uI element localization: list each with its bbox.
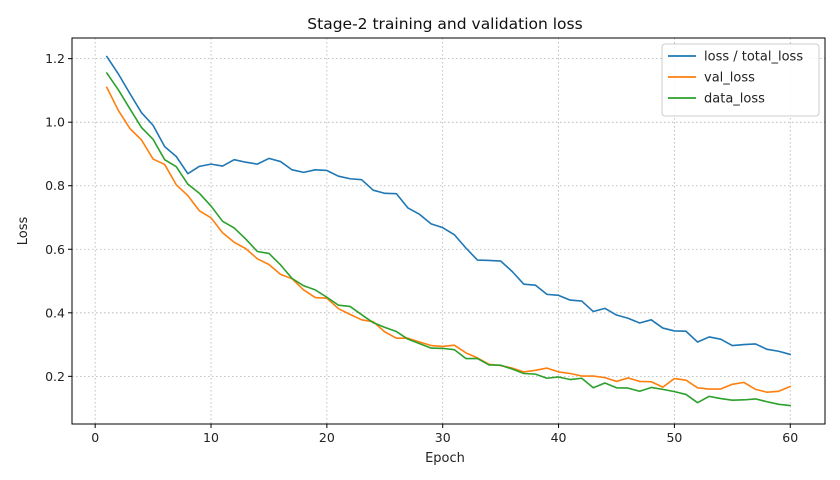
- series-layer: [105, 55, 792, 407]
- y-axis: 0.2 0.4 0.6 0.8 1.0 1.2: [45, 51, 72, 384]
- legend-label: data_loss: [704, 92, 765, 107]
- y-tick-label: 1.2: [45, 51, 65, 66]
- chart-title: Stage-2 training and validation loss: [307, 15, 582, 33]
- grid: [72, 38, 825, 424]
- y-tick-label: 0.8: [45, 178, 65, 193]
- series-line-3: [105, 72, 792, 407]
- axes-frame: [71, 37, 826, 425]
- y-tick-label: 0.4: [45, 305, 65, 320]
- x-tick-label: 30: [435, 430, 451, 445]
- legend-label: val_loss: [704, 71, 755, 86]
- series-line-1: [105, 55, 792, 356]
- y-tick-label: 1.0: [45, 115, 65, 130]
- x-tick-label: 20: [319, 430, 335, 445]
- legend-label: loss / total_loss: [704, 50, 803, 65]
- x-tick-label: 0: [91, 430, 99, 445]
- series-line-2: [105, 86, 792, 394]
- legend: loss / total_loss val_loss data_loss: [661, 43, 820, 117]
- legend-box: [661, 43, 820, 117]
- legend-items: loss / total_loss val_loss data_loss: [668, 50, 803, 107]
- y-tick-label: 0.2: [45, 369, 65, 384]
- x-tick-label: 10: [203, 430, 219, 445]
- x-tick-label: 50: [666, 430, 682, 445]
- x-axis: 0 10 20 30 40 50 60: [91, 424, 798, 445]
- x-tick-label: 40: [551, 430, 567, 445]
- x-tick-label: 60: [782, 430, 798, 445]
- y-axis-label: Loss: [16, 217, 31, 246]
- x-axis-label: Epoch: [425, 451, 465, 466]
- y-tick-label: 0.6: [45, 242, 65, 257]
- plot-area: 0 10 20 30 40 50 60 0.2 0.4 0.6 0.8 1.0 1.2: [45, 37, 826, 445]
